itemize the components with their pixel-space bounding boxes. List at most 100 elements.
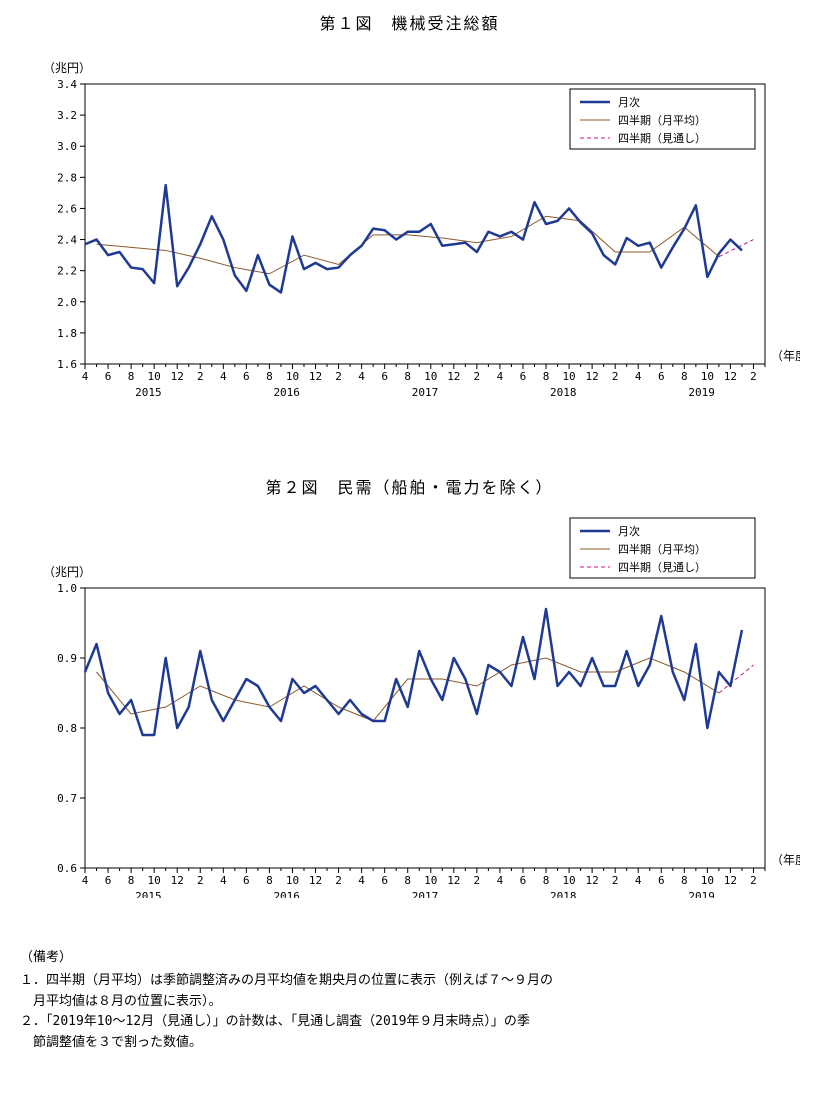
svg-text:月次: 月次: [618, 524, 640, 538]
chart-2-block: 第２図 民需（船舶・電力を除く） 0.6 0.7 0.8 0.9 1.0 4 6 8 10 12 2…: [20, 474, 799, 898]
svg-text:4: 4: [358, 874, 365, 887]
notes-block: （備考） １．四半期（月平均）は季節調整済みの月平均値を期央月の位置に表示（例え…: [20, 938, 799, 1054]
svg-text:2016: 2016: [273, 386, 300, 399]
svg-text:8: 8: [543, 874, 550, 887]
svg-text:2019: 2019: [688, 386, 715, 399]
svg-text:12: 12: [171, 874, 184, 887]
svg-text:（年度）: （年度）: [771, 348, 800, 363]
svg-text:10: 10: [562, 370, 575, 383]
svg-text:8: 8: [404, 370, 411, 383]
svg-text:6: 6: [105, 370, 112, 383]
svg-text:8: 8: [266, 874, 273, 887]
svg-text:8: 8: [543, 370, 550, 383]
svg-text:2: 2: [197, 370, 204, 383]
chart-2-title: 第２図 民需（船舶・電力を除く）: [20, 474, 799, 498]
svg-text:12: 12: [724, 874, 737, 887]
svg-text:4: 4: [358, 370, 365, 383]
svg-text:10: 10: [148, 370, 161, 383]
svg-text:12: 12: [171, 370, 184, 383]
svg-text:8: 8: [404, 874, 411, 887]
svg-text:2: 2: [750, 874, 757, 887]
svg-text:2016: 2016: [273, 890, 300, 898]
svg-text:10: 10: [424, 874, 437, 887]
svg-text:10: 10: [562, 874, 575, 887]
svg-text:10: 10: [424, 370, 437, 383]
svg-text:6: 6: [658, 370, 665, 383]
svg-text:月次: 月次: [618, 95, 640, 109]
svg-text:2: 2: [335, 874, 342, 887]
svg-text:2015: 2015: [135, 890, 162, 898]
svg-text:4: 4: [497, 370, 504, 383]
svg-text:四半期（月平均）: 四半期（月平均）: [618, 542, 706, 556]
svg-text:10: 10: [286, 874, 299, 887]
svg-text:2: 2: [750, 370, 757, 383]
svg-text:1.8: 1.8: [57, 327, 77, 340]
svg-text:2.8: 2.8: [57, 171, 77, 184]
svg-text:2015: 2015: [135, 386, 162, 399]
notes-line: 月平均値は８月の位置に表示）。: [20, 992, 799, 1013]
svg-text:2: 2: [474, 370, 481, 383]
svg-text:（年度）: （年度）: [771, 852, 800, 867]
svg-text:6: 6: [658, 874, 665, 887]
notes-line: ２．「2019年10～12月（見通し）」の計数は、「見通し調査（2019年９月末…: [20, 1012, 799, 1033]
svg-text:8: 8: [681, 874, 688, 887]
svg-text:6: 6: [520, 874, 527, 887]
svg-text:1.0: 1.0: [57, 582, 77, 595]
chart-2-svg: 0.6 0.7 0.8 0.9 1.0 4 6 8 10 12 2 4 6 8 10 12 2 4 6 8 10 12 2 4…: [20, 508, 800, 898]
svg-text:2: 2: [612, 370, 619, 383]
svg-text:2: 2: [335, 370, 342, 383]
svg-text:4: 4: [82, 874, 89, 887]
svg-text:2: 2: [474, 874, 481, 887]
chart-1-title: 第１図 機械受注総額: [20, 10, 799, 34]
svg-text:2018: 2018: [550, 386, 577, 399]
svg-text:12: 12: [585, 874, 598, 887]
svg-text:6: 6: [520, 370, 527, 383]
svg-text:2.6: 2.6: [57, 202, 77, 215]
svg-text:2017: 2017: [412, 386, 439, 399]
svg-text:10: 10: [286, 370, 299, 383]
svg-text:12: 12: [309, 370, 322, 383]
svg-text:6: 6: [243, 370, 250, 383]
chart-1-block: 第１図 機械受注総額 1.61.82.02.22.42.62.83.03.23.…: [20, 10, 799, 434]
svg-text:8: 8: [266, 370, 273, 383]
svg-text:四半期（見通し）: 四半期（見通し）: [618, 560, 706, 574]
svg-text:6: 6: [105, 874, 112, 887]
svg-text:4: 4: [82, 370, 89, 383]
svg-text:（兆円）: （兆円）: [43, 61, 91, 75]
svg-text:8: 8: [681, 370, 688, 383]
svg-text:8: 8: [128, 874, 135, 887]
svg-text:4: 4: [635, 370, 642, 383]
svg-text:10: 10: [701, 370, 714, 383]
notes-line: １．四半期（月平均）は季節調整済みの月平均値を期央月の位置に表示（例えば７～９月…: [20, 971, 799, 992]
svg-text:0.6: 0.6: [57, 862, 77, 875]
svg-text:12: 12: [447, 370, 460, 383]
svg-text:4: 4: [497, 874, 504, 887]
svg-text:2.4: 2.4: [57, 234, 77, 247]
svg-text:6: 6: [381, 370, 388, 383]
notes-title: （備考）: [20, 948, 799, 969]
svg-text:2.2: 2.2: [57, 265, 77, 278]
svg-text:12: 12: [447, 874, 460, 887]
svg-text:6: 6: [381, 874, 388, 887]
svg-text:2019: 2019: [688, 890, 715, 898]
svg-text:3.4: 3.4: [57, 78, 77, 91]
svg-text:四半期（見通し）: 四半期（見通し）: [618, 131, 706, 145]
svg-text:2017: 2017: [412, 890, 439, 898]
svg-text:0.8: 0.8: [57, 722, 77, 735]
svg-text:10: 10: [148, 874, 161, 887]
svg-text:2018: 2018: [550, 890, 577, 898]
svg-text:1.6: 1.6: [57, 358, 77, 371]
svg-text:12: 12: [309, 874, 322, 887]
svg-text:12: 12: [724, 370, 737, 383]
svg-text:2: 2: [197, 874, 204, 887]
notes-line: 節調整値を３で割った数値。: [20, 1033, 799, 1054]
svg-text:12: 12: [585, 370, 598, 383]
svg-text:四半期（月平均）: 四半期（月平均）: [618, 113, 706, 127]
svg-text:4: 4: [220, 874, 227, 887]
svg-text:3.2: 3.2: [57, 109, 77, 122]
svg-text:10: 10: [701, 874, 714, 887]
svg-text:6: 6: [243, 874, 250, 887]
svg-text:0.9: 0.9: [57, 652, 77, 665]
svg-text:0.7: 0.7: [57, 792, 77, 805]
chart-1-svg: 1.61.82.02.22.42.62.83.03.23.44681012246…: [20, 44, 800, 434]
